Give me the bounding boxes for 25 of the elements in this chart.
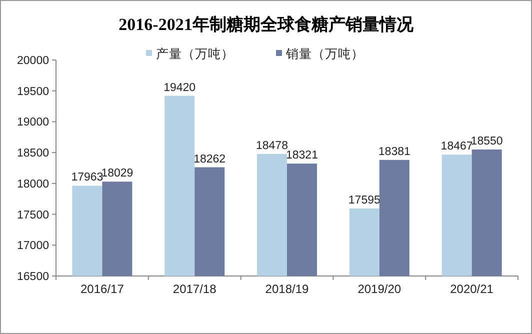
data-label: 17963 [71, 172, 104, 184]
data-label: 18262 [194, 153, 226, 166]
legend-label: 产量（万吨） [156, 47, 234, 61]
legend-label: 销量（万吨） [285, 47, 364, 61]
data-label: 18467 [440, 140, 473, 153]
chart-title: 2016-2021年制糖期全球食糖产销量情况 [118, 15, 414, 34]
data-label: 18478 [256, 140, 288, 152]
x-tick-label: 2016/17 [80, 282, 124, 296]
data-label: 18550 [470, 135, 503, 148]
y-tick-label: 18500 [17, 148, 49, 160]
y-tick-label: 19500 [17, 86, 49, 98]
data-label: 18381 [378, 146, 410, 158]
y-tick-label: 18000 [17, 178, 49, 190]
data-label: 19420 [164, 82, 196, 94]
y-tick-label: 17500 [17, 209, 49, 222]
y-tick-label: 19000 [17, 116, 49, 129]
y-tick-label: 17000 [17, 240, 49, 252]
x-tick-label: 2018/19 [265, 282, 310, 296]
x-tick-label: 2017/18 [172, 282, 217, 296]
x-tick-label: 2019/20 [358, 282, 402, 296]
x-tick-label: 2020/21 [450, 282, 494, 296]
data-label: 18321 [286, 150, 318, 162]
y-tick-label: 16500 [17, 271, 49, 283]
data-label: 17595 [348, 194, 380, 206]
y-tick-label: 20000 [17, 55, 49, 67]
